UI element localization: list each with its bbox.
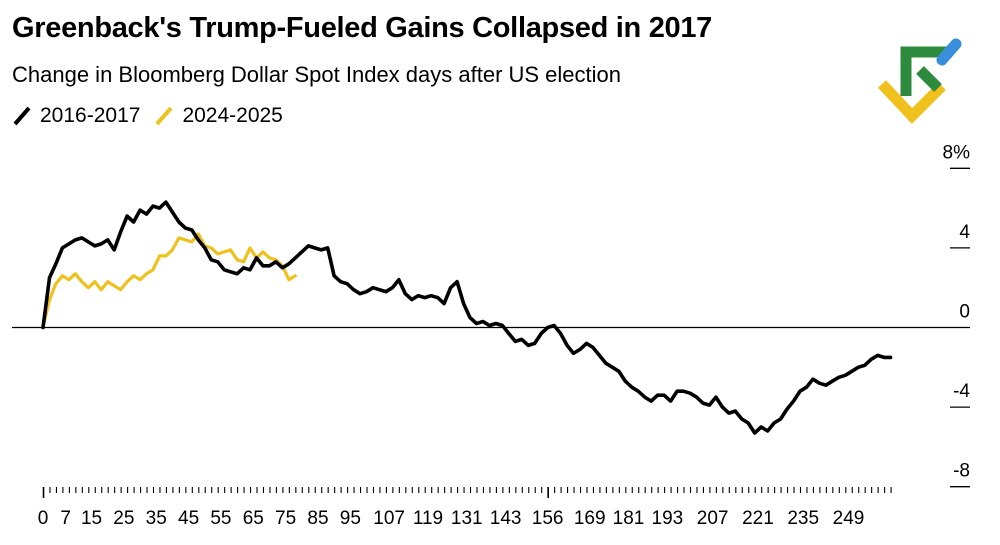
y-tick-label-4: 4 bbox=[959, 222, 970, 243]
x-tick-label-25: 25 bbox=[113, 508, 134, 529]
x-tick-label-15: 15 bbox=[81, 508, 102, 529]
x-tick-label-235: 235 bbox=[787, 508, 819, 529]
x-tick-label-119: 119 bbox=[413, 508, 443, 529]
brand-logo-icon bbox=[872, 36, 964, 128]
x-tick-label-75: 75 bbox=[275, 508, 296, 529]
x-tick-label-55: 55 bbox=[210, 508, 231, 529]
x-tick-label-107: 107 bbox=[373, 508, 405, 529]
legend-label-2016-2017: 2016-2017 bbox=[40, 104, 141, 127]
y-tick-label-8: 8% bbox=[943, 142, 971, 163]
legend-label-2024-2025: 2024-2025 bbox=[182, 104, 283, 127]
x-tick-label-95: 95 bbox=[340, 508, 361, 529]
y-tick-label--4: -4 bbox=[953, 381, 970, 402]
x-tick-label-143: 143 bbox=[490, 508, 522, 529]
x-tick-label-249: 249 bbox=[833, 508, 865, 529]
x-tick-label-181: 181 bbox=[613, 508, 645, 529]
chart-subtitle: Change in Bloomberg Dollar Spot Index da… bbox=[12, 62, 622, 87]
x-tick-label-85: 85 bbox=[307, 508, 328, 529]
series-line-2024-2025 bbox=[41, 232, 297, 330]
series-line-2016-2017 bbox=[41, 200, 893, 435]
x-tick-label-131: 131 bbox=[451, 508, 483, 529]
y-tick-label-0: 0 bbox=[959, 302, 970, 323]
legend-item-2024-2025: 2024-2025 bbox=[154, 104, 283, 128]
legend: 2016-2017 2024-2025 bbox=[12, 104, 297, 128]
x-tick-label-35: 35 bbox=[146, 508, 167, 529]
y-tick-label--8: -8 bbox=[953, 461, 970, 482]
x-tick-label-207: 207 bbox=[697, 508, 729, 529]
x-tick-label-169: 169 bbox=[574, 508, 606, 529]
x-tick-label-193: 193 bbox=[652, 508, 684, 529]
x-tick-label-7: 7 bbox=[60, 508, 71, 529]
legend-swatch-black-icon bbox=[12, 105, 32, 127]
legend-item-2016-2017: 2016-2017 bbox=[12, 104, 140, 128]
x-tick-label-45: 45 bbox=[178, 508, 199, 529]
chart-title: Greenback's Trump-Fueled Gains Collapsed… bbox=[12, 12, 713, 44]
x-tick-label-221: 221 bbox=[742, 508, 774, 529]
x-tick-label-156: 156 bbox=[532, 508, 564, 529]
x-tick-label-65: 65 bbox=[243, 508, 264, 529]
x-tick-label-0: 0 bbox=[38, 508, 49, 529]
legend-swatch-yellow-icon bbox=[154, 105, 174, 127]
